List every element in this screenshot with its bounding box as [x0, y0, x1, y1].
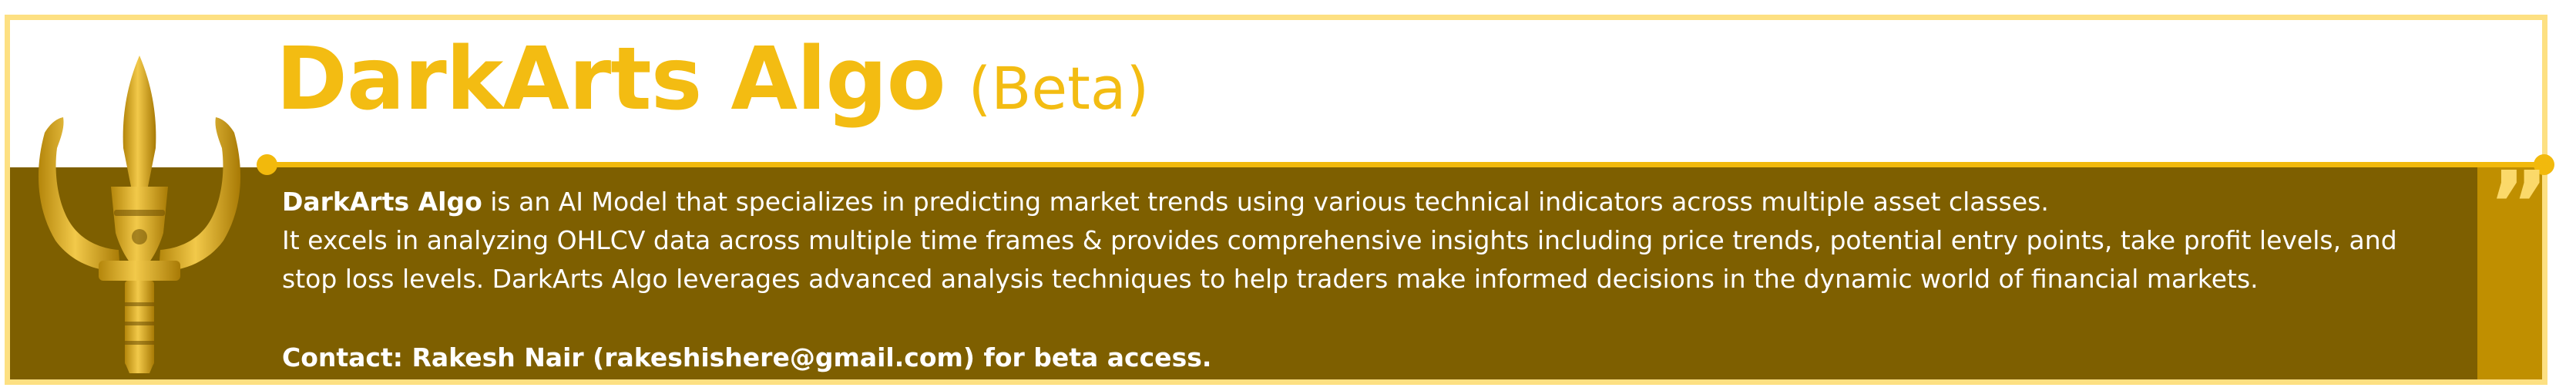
divider-line — [266, 162, 2548, 167]
header-band — [10, 20, 2542, 162]
description-line-1: is an AI Model that specializes in predi… — [482, 187, 2049, 217]
divider-dot-left — [257, 154, 277, 175]
title-beta-tag: (Beta) — [968, 54, 1150, 123]
contact-line: Contact: Rakesh Nair (rakeshishere@gmail… — [282, 342, 1212, 372]
title-main: DarkArts Algo — [276, 29, 946, 130]
description-paragraph-1: DarkArts Algo is an AI Model that specia… — [282, 183, 2447, 221]
description-band — [10, 167, 2477, 379]
trident-icon — [38, 56, 241, 373]
description-paragraph-2: It excels in analyzing OHLCV data across… — [282, 225, 2397, 294]
quote-icon: ” — [2488, 153, 2549, 260]
description-text: DarkArts Algo is an AI Model that specia… — [282, 183, 2447, 298]
product-name: DarkArts Algo — [282, 187, 482, 217]
banner-frame — [5, 15, 2547, 385]
divider-dot-right — [2534, 154, 2554, 175]
page-title: DarkArts Algo (Beta) — [276, 29, 1149, 153]
quote-band — [2477, 167, 2542, 379]
